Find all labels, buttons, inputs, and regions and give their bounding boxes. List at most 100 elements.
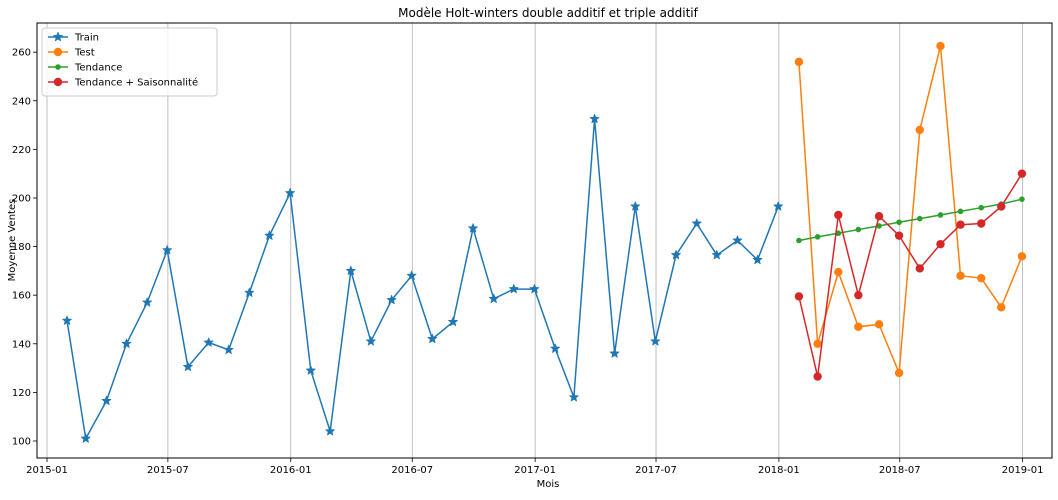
data-point [997,202,1006,211]
series-0 [61,113,784,444]
data-point [915,125,924,135]
data-point [915,264,924,273]
data-point [936,41,945,51]
data-point [834,267,843,277]
legend-label: Train [74,33,99,44]
data-point [1019,196,1025,202]
data-point [813,339,822,348]
x-tick-label: 2016-07 [391,465,433,476]
data-point [549,342,561,354]
data-point [813,372,822,381]
x-tick-label: 2015-01 [26,465,68,476]
legend-box [41,27,218,97]
series-line [798,45,1023,374]
data-point [814,234,821,240]
data-point [854,290,863,300]
data-point [649,335,661,346]
y-axis-title: Moyenne Ventes [7,199,18,282]
series-line [798,173,1023,377]
legend-label: Tendance [74,63,122,74]
legend-label: Test [74,48,95,59]
data-point [794,292,804,301]
legend: Train Test Tendance Tendance + Saisonnalité [41,27,218,97]
data-point [609,347,621,359]
data-point [796,237,802,244]
y-tick-label: 200 [12,193,31,204]
data-point [324,425,336,436]
data-point [855,226,862,233]
data-point [203,336,215,348]
data-point [732,234,743,246]
series-layer [61,41,1027,444]
legend-swatch-marker [53,77,63,87]
legend-swatch-marker [52,31,64,42]
chart-title: Modèle Holt-winters double additif et tr… [398,6,699,20]
data-point [141,296,153,308]
data-point [467,222,479,233]
data-point [345,265,357,276]
data-point [161,244,173,255]
data-point [711,249,723,260]
data-point [874,320,884,329]
data-point [365,335,377,346]
data-point [121,338,132,349]
x-tick-label: 2017-07 [635,465,677,476]
y-tick-label: 220 [12,145,31,156]
data-point [447,316,459,327]
series-line [798,198,1023,242]
data-point [936,239,945,249]
series-line [66,118,779,441]
data-point [956,220,965,229]
data-point [956,271,965,280]
y-tick-label: 100 [12,436,31,447]
legend-item: Train [48,31,99,44]
data-point [629,200,641,212]
data-point [894,368,904,378]
data-point [752,254,763,265]
data-point [1017,252,1027,261]
y-tick-label: 180 [12,242,31,253]
data-point [101,395,112,406]
data-point [977,219,986,228]
data-point [894,231,904,240]
plot-frame [36,22,1053,459]
data-point [957,208,964,215]
data-point [977,273,986,283]
legend-swatch-marker [53,47,63,57]
x-tick-label: 2016-01 [270,465,312,476]
x-tick-label: 2018-07 [879,465,921,476]
data-point [406,270,418,281]
y-tick-label: 140 [12,339,31,350]
data-point [426,333,438,344]
x-tick-label: 2019-01 [1002,465,1044,476]
data-point [772,200,784,212]
data-point [834,210,843,220]
data-point [305,364,317,376]
x-tick-label: 2015-07 [147,465,189,476]
data-point [61,315,73,326]
x-tick-label: 2018-01 [758,465,800,476]
data-point [508,283,520,294]
data-point [568,391,580,402]
data-point [978,204,985,211]
data-point [670,249,682,260]
y-tick-label: 160 [12,291,31,302]
data-point [284,187,296,198]
data-point [223,344,235,355]
data-point [243,287,255,298]
y-tick-label: 260 [12,48,31,59]
data-point [997,303,1006,312]
legend-item: Tendance [48,63,122,74]
data-point [488,293,500,304]
data-point [896,219,902,226]
data-point [182,361,194,372]
data-point [937,212,944,218]
series-3 [794,169,1027,381]
data-point [263,229,275,241]
legend-item: Tendance + Saisonnalité [48,77,198,89]
data-point [386,294,397,305]
legend-label: Tendance + Saisonnalité [74,77,198,89]
data-point [854,322,863,331]
